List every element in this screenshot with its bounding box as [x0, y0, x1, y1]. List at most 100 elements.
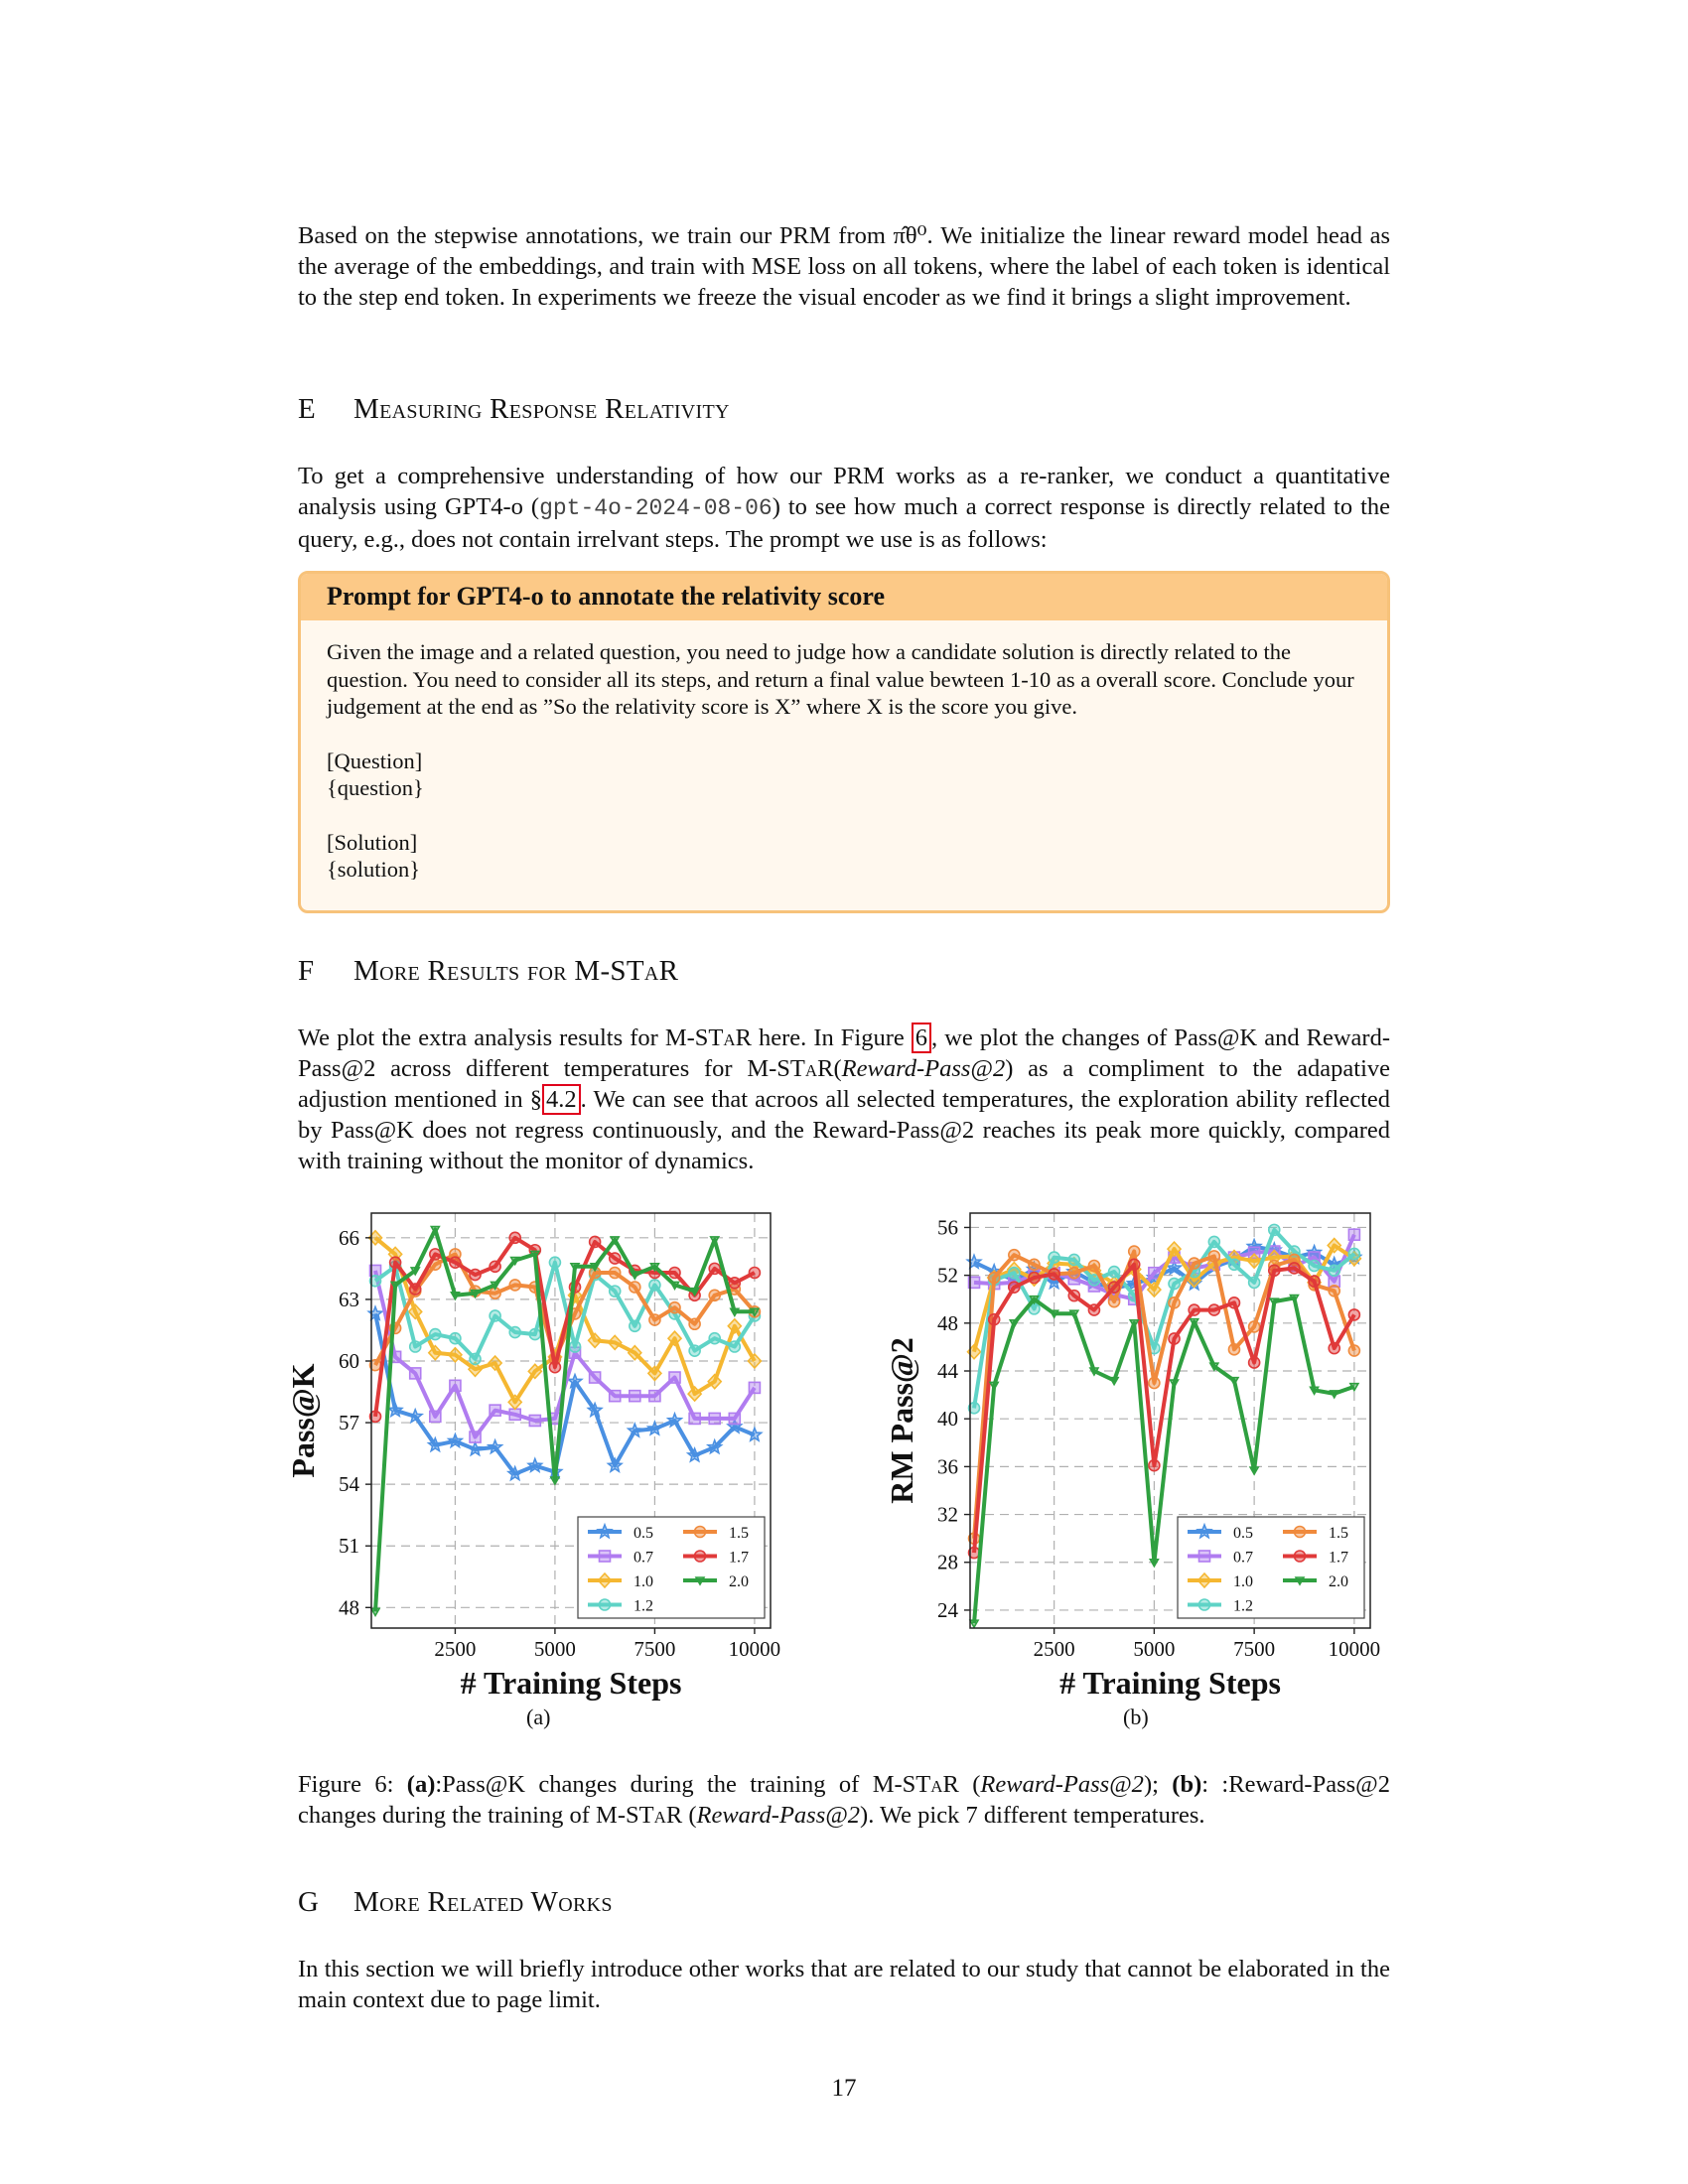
data-point [588, 1371, 602, 1384]
data-point [1289, 1294, 1300, 1304]
data-point [469, 1431, 482, 1443]
method-name: M-STaR [872, 1771, 959, 1798]
data-point [685, 1445, 704, 1463]
chart-rm-pass-at-2: 2500 5000 7500 10000 24 28 32 36 40 44 48 52 56 # Tra… [884, 1212, 1380, 1701]
prompt-question-block: [Question] {question} [327, 748, 1361, 802]
data-point [488, 1354, 503, 1372]
data-point [1347, 1228, 1361, 1241]
data-point [389, 1281, 401, 1292]
y-axis-label: Pass@K [285, 1363, 321, 1477]
section-f-number: F [298, 955, 315, 987]
caption-part-b: (b) [1172, 1771, 1202, 1798]
data-point [1128, 1319, 1140, 1329]
prompt-box: Prompt for GPT4-o to annotate the relati… [298, 571, 1390, 913]
legend-label: 1.5 [729, 1525, 749, 1542]
data-point [1087, 1274, 1101, 1287]
legend-label: 1.7 [1329, 1550, 1348, 1567]
data-point [1168, 1332, 1181, 1345]
data-point [1067, 1253, 1081, 1267]
caption-part-a: (a) [406, 1771, 436, 1798]
data-point [1189, 1317, 1200, 1328]
data-point [1049, 1309, 1060, 1319]
caption-label: Figure 6: [298, 1771, 407, 1798]
data-point [569, 1263, 581, 1273]
y-tick-label: 60 [339, 1349, 359, 1373]
data-point [1347, 1344, 1361, 1357]
data-point [568, 1340, 582, 1353]
data-point [709, 1236, 721, 1246]
prompt-instructions: Given the image and a related question, … [327, 639, 1354, 719]
data-point [1127, 1258, 1141, 1272]
prompt-solution-block: [Solution] {solution} [327, 829, 1361, 884]
series-line-1.2 [373, 1260, 757, 1361]
data-point [407, 1303, 423, 1320]
x-tick-label: 2500 [1034, 1637, 1075, 1661]
figure-caption: Figure 6: (a):Pass@K changes during the … [298, 1769, 1390, 1831]
data-point [426, 1435, 445, 1453]
data-point [450, 1291, 461, 1301]
data-point [1228, 1376, 1240, 1387]
data-point [606, 1456, 624, 1474]
data-point [987, 1312, 1001, 1326]
legend-label: 1.7 [729, 1550, 749, 1567]
data-point [1146, 1281, 1162, 1298]
solution-placeholder: {solution} [327, 857, 421, 882]
legend-label: 0.7 [633, 1550, 653, 1567]
y-tick-label: 63 [339, 1288, 359, 1311]
data-point [586, 1401, 604, 1419]
f-text-5: ) as a compliment to the adapative adjus… [298, 1055, 1391, 1113]
data-point [508, 1325, 522, 1339]
data-point [629, 1271, 640, 1281]
plot-frame [969, 1212, 1371, 1629]
series-line-2.0 [972, 1296, 1355, 1624]
data-point [386, 1401, 404, 1419]
data-point [467, 1361, 484, 1378]
data-point [609, 1236, 621, 1246]
data-point [427, 1344, 443, 1361]
section-reference-link[interactable]: 4.2 [542, 1084, 581, 1115]
data-point [688, 1412, 701, 1426]
method-variant: Reward-Pass@2 [696, 1802, 861, 1829]
data-point [406, 1407, 424, 1425]
data-point [470, 1289, 481, 1299]
data-point [1148, 1458, 1161, 1472]
legend-marker [597, 1571, 613, 1589]
section-e-title: Measuring Response Relativity [353, 393, 730, 425]
data-point [1288, 1262, 1301, 1275]
data-point [608, 1266, 622, 1280]
data-point [629, 1389, 641, 1403]
y-tick-label: 40 [937, 1407, 958, 1431]
data-point [728, 1277, 742, 1290]
data-point [1108, 1376, 1120, 1387]
data-point [446, 1432, 465, 1449]
series-line-1.5 [373, 1252, 757, 1367]
data-point [1008, 1319, 1020, 1329]
data-point [1227, 1258, 1241, 1272]
data-point [528, 1327, 542, 1341]
x-axis-label: # Training Steps [461, 1665, 682, 1701]
data-point [607, 1334, 623, 1351]
data-point [369, 1607, 381, 1618]
legend-label: 1.5 [1329, 1525, 1348, 1542]
data-point [1208, 1362, 1220, 1372]
figure-reference-link[interactable]: 6 [911, 1023, 932, 1053]
intro-paragraph: Based on the stepwise annotations, we tr… [298, 222, 1390, 311]
data-point [608, 1285, 622, 1297]
data-point [967, 1276, 981, 1290]
legend-marker [1293, 1550, 1307, 1563]
data-point [645, 1420, 664, 1436]
data-point [429, 1225, 441, 1236]
section-e-text-b: ) to see how much a correct response is … [298, 493, 1391, 553]
section-g-title: More Related Works [353, 1886, 613, 1918]
caption-text: ( [958, 1771, 981, 1798]
y-tick-label: 56 [937, 1215, 958, 1239]
data-point [566, 1372, 584, 1390]
legend-marker [693, 1550, 707, 1563]
data-point [708, 1412, 722, 1426]
y-tick-label: 48 [339, 1595, 359, 1619]
data-point [608, 1389, 622, 1403]
question-label: [Question] [327, 748, 423, 773]
data-point [489, 1260, 501, 1274]
data-point [708, 1289, 722, 1302]
f-text-4: ( [833, 1055, 842, 1082]
